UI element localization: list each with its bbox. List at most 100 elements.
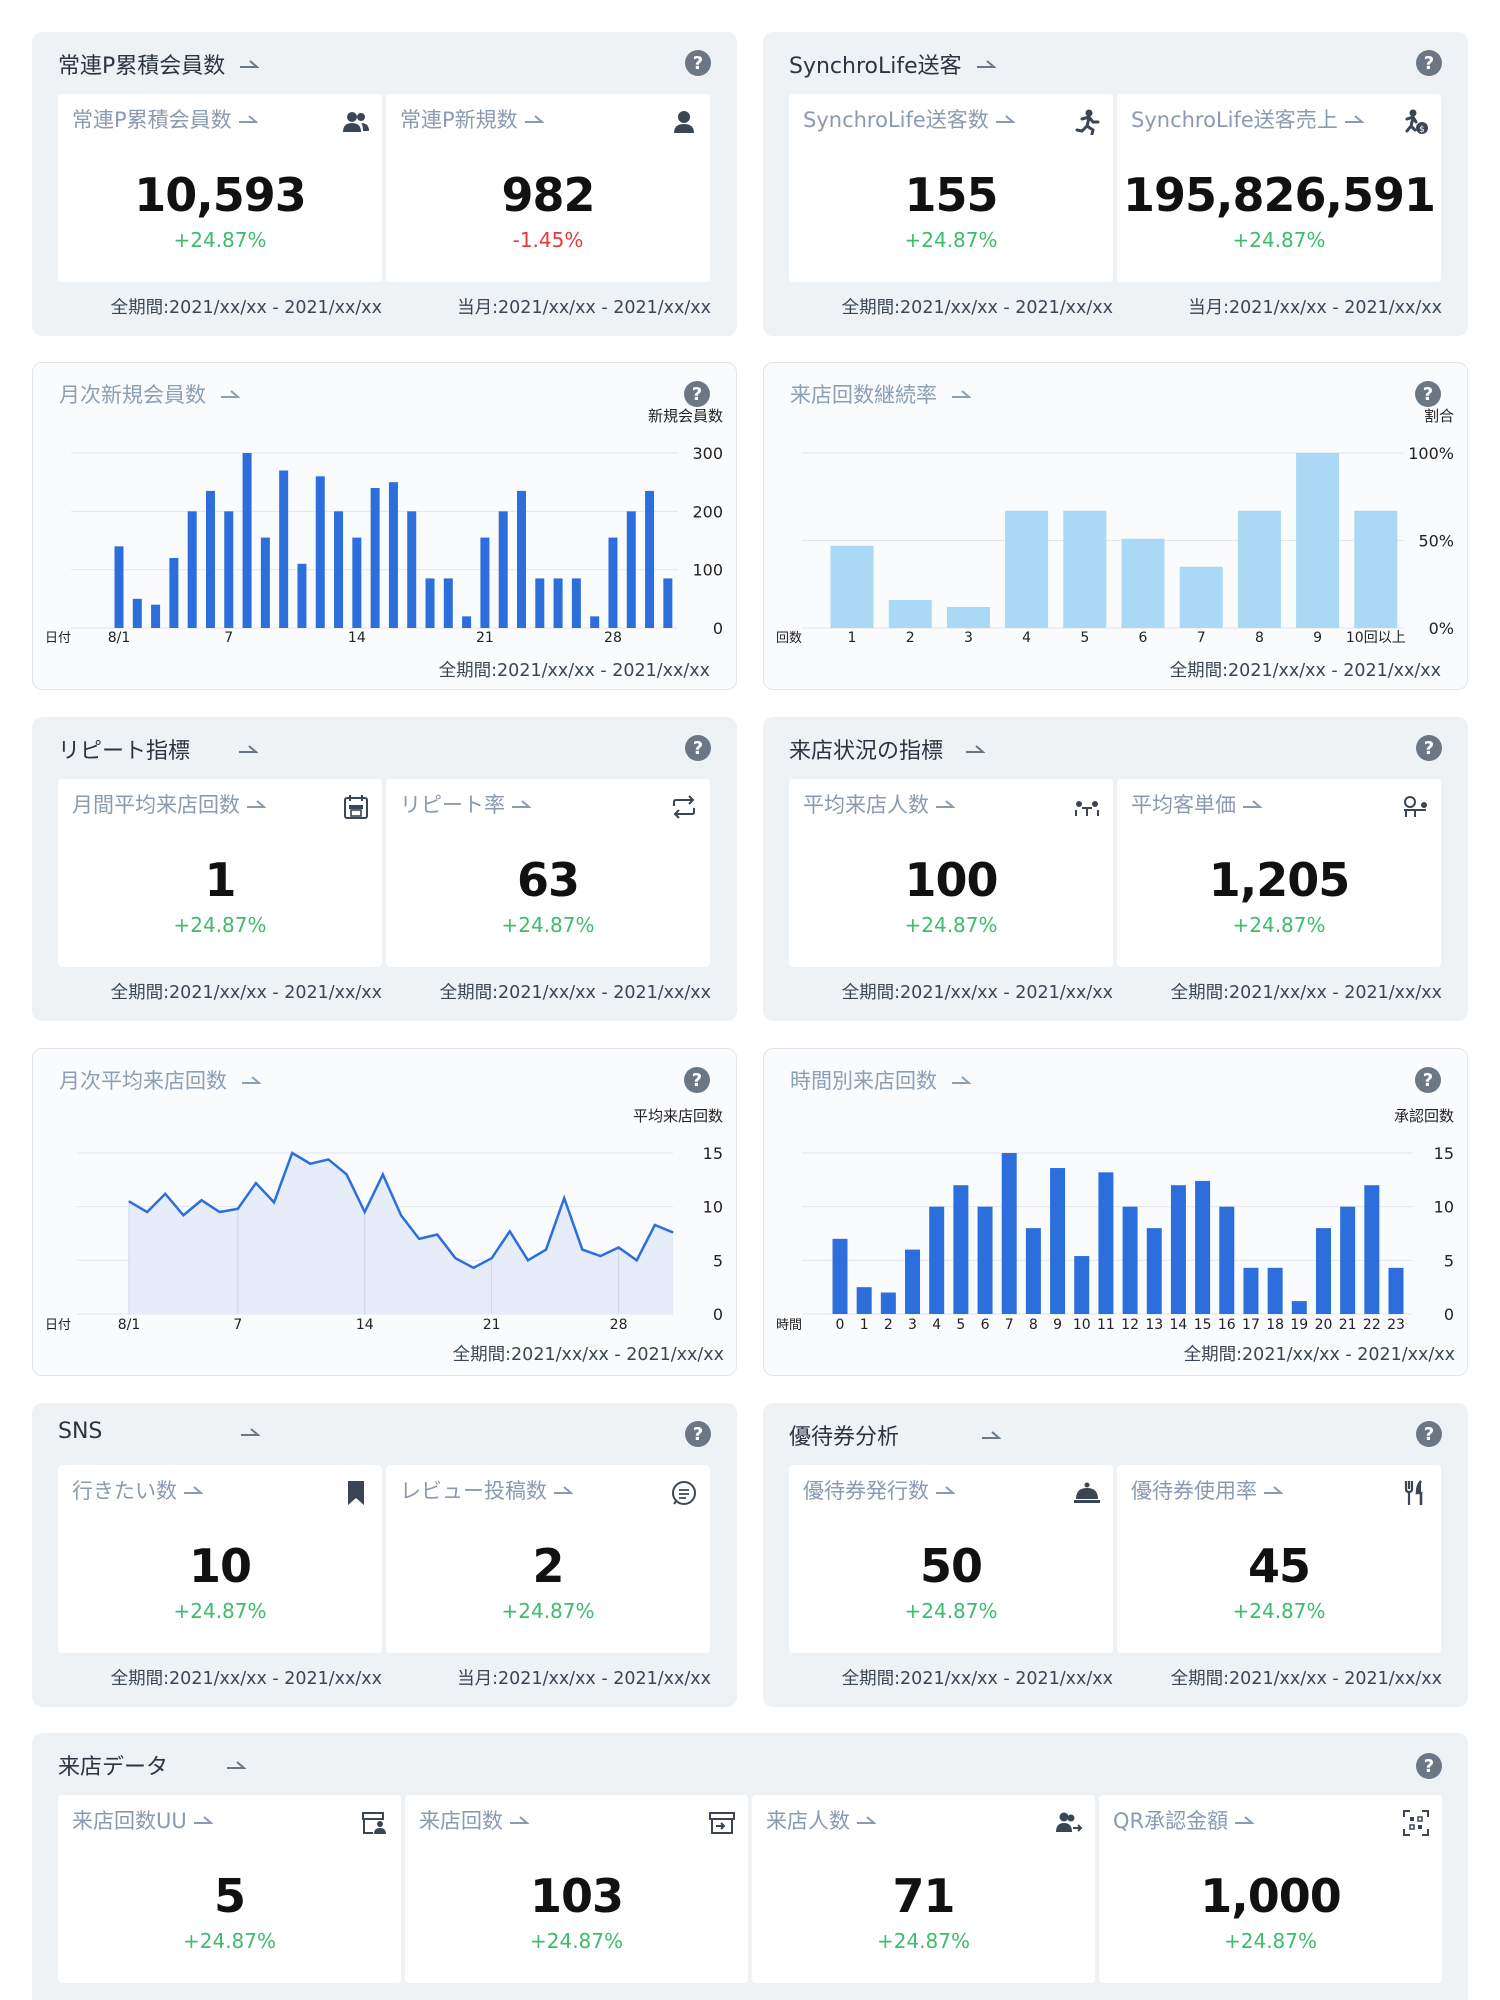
help-icon[interactable]: ? [1416,735,1442,761]
y-tick-label: 0% [1429,619,1454,638]
x-axis-label: 日付 [45,1318,71,1333]
x-tick-label: 10 [1073,1317,1091,1333]
y-axis-label: 承認回数 [1394,1107,1454,1125]
period-label: 全期間:2021/xx/xx - 2021/xx/xx [110,298,382,318]
period-label: 全期間:2021/xx/xx - 2021/xx/xx [110,1669,382,1689]
y-tick-label: 200 [692,502,723,521]
y-axis-label: 割合 [1424,407,1454,425]
metric-change: +24.87% [173,1599,267,1623]
metric-change: +24.87% [1232,913,1326,937]
bar [1001,1153,1017,1314]
metric-change: +24.87% [501,1599,595,1623]
x-tick-label: 6 [1139,630,1148,646]
svg-text:$: $ [1419,125,1425,135]
y-tick-label: 10 [703,1198,723,1217]
x-axis-label: 回数 [776,631,802,646]
bar [553,578,563,628]
period-label: 全期間:2021/xx/xx - 2021/xx/xx [1170,1669,1442,1689]
trend-arrow-icon [935,798,955,810]
metric-label: 平均客単価 [1131,789,1262,819]
metric-card: 行きたい数 10 +24.87% [58,1465,382,1653]
help-icon[interactable]: ? [684,1067,710,1093]
y-tick-label: 15 [1434,1144,1454,1163]
x-tick-label: 1 [860,1317,869,1333]
metric-value: 45 [1247,1539,1311,1593]
panel-title: SynchroLife送客 [789,48,996,80]
data-point [636,1259,638,1261]
period-label: 全期間:2021/xx/xx - 2021/xx/xx [1169,661,1441,681]
bar [516,490,526,628]
bar [1025,1228,1041,1314]
data-point [491,1257,493,1259]
bar [608,537,618,628]
help-icon[interactable]: ? [685,735,711,761]
x-tick-label: 3 [908,1317,917,1333]
bar [443,578,453,628]
trend-arrow-icon [524,113,544,125]
data-point [346,1173,348,1175]
x-tick-label: 28 [604,630,622,646]
x-tick-label: 19 [1290,1317,1308,1333]
metric-label: リピート率 [400,789,531,819]
x-tick-label: 2 [884,1317,893,1333]
x-tick-label: 5 [956,1317,965,1333]
x-tick-label: 20 [1315,1317,1333,1333]
x-tick-label: 6 [981,1317,990,1333]
y-tick-label: 5 [1444,1251,1454,1270]
panel-title-text: 常連P累積会員数 [58,54,226,79]
metric-card: 来店人数 71 +24.87% [752,1795,1095,1983]
bar [1354,510,1398,628]
y-tick-label: 100 [692,561,723,580]
users-icon [342,108,370,136]
x-tick-label: 21 [483,1317,501,1333]
data-point [219,1211,221,1213]
x-tick-label: 7 [1005,1317,1014,1333]
help-icon[interactable]: ? [1416,1753,1442,1779]
bar [1179,566,1223,628]
trend-arrow-icon [951,388,971,400]
x-tick-label: 23 [1387,1317,1405,1333]
help-icon[interactable]: ? [685,1421,711,1447]
help-icon[interactable]: ? [1416,50,1442,76]
data-point [309,1163,311,1165]
runner-money-icon: $ [1401,108,1429,136]
bar [1146,1228,1162,1314]
x-tick-label: 8/1 [108,630,131,646]
help-icon[interactable]: ? [685,50,711,76]
bar [830,545,874,628]
bar [1170,1185,1186,1314]
x-tick-label: 14 [348,630,366,646]
bar [187,511,197,628]
metric-value: 63 [516,853,580,907]
metric-change: +24.87% [529,1929,624,1953]
repeat-icon [670,793,698,821]
bar [132,598,142,628]
period-label: 当月:2021/xx/xx - 2021/xx/xx [457,298,711,318]
bar [880,1292,896,1314]
metric-change: +24.87% [904,913,998,937]
y-tick-label: 10 [1434,1198,1454,1217]
help-icon[interactable]: ? [684,381,710,407]
metric-card: 優待券使用率 45 +24.87% [1117,1465,1441,1653]
sns-panel: SNS ? 行きたい数 10 +24.87% レビュー投稿数 2 +24.87%… [32,1403,737,1707]
help-icon[interactable]: ? [1415,1067,1441,1093]
qr-scan-icon [1402,1809,1430,1837]
bar [663,578,673,628]
period-label: 全期間:2021/xx/xx - 2021/xx/xx [841,983,1113,1003]
data-point [327,1158,329,1160]
data-point [364,1211,366,1213]
bar [242,453,252,628]
bar [151,604,161,628]
data-point [418,1238,420,1240]
help-icon[interactable]: ? [1416,1421,1442,1447]
bar [953,1185,969,1314]
metric-value: 71 [892,1869,955,1923]
y-axis-label: 新規会員数 [648,407,723,425]
x-tick-label: 3 [964,630,973,646]
x-axis-label: 時間 [776,1318,802,1333]
hourly-chart-panel: 時間別来店回数 ? 0 5 10 15 承認回数 時間 0 1 2 3 4 5 6 7 8 9 10 11 12 13… [763,1048,1468,1376]
trend-arrow-icon [856,1814,876,1826]
help-icon[interactable]: ? [1415,381,1441,407]
